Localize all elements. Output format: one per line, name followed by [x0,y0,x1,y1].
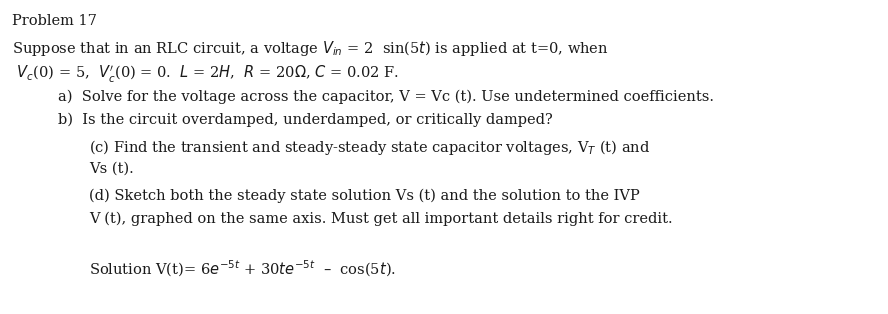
Text: b)  Is the circuit overdamped, underdamped, or critically damped?: b) Is the circuit overdamped, underdampe… [58,113,552,127]
Text: V (t), graphed on the same axis. Must get all important details right for credit: V (t), graphed on the same axis. Must ge… [89,212,672,226]
Text: Vs (t).: Vs (t). [89,162,133,176]
Text: a)  Solve for the voltage across the capacitor, V = Vc (t). Use undetermined coe: a) Solve for the voltage across the capa… [58,89,714,104]
Text: (c) Find the transient and steady-steady state capacitor voltages, V$_T$ (t) and: (c) Find the transient and steady-steady… [89,138,650,157]
Text: (d) Sketch both the steady state solution Vs (t) and the solution to the IVP: (d) Sketch both the steady state solutio… [89,188,639,203]
Text: Solution V(t)= 6$e^{-5t}$ + 30$te^{-5t}$  –  cos(5$t$).: Solution V(t)= 6$e^{-5t}$ + 30$te^{-5t}$… [89,259,396,279]
Text: $V_c$(0) = 5,  $V_c'$(0) = 0.  $L$ = 2$H$,  $R$ = 20$\Omega$, $C$ = 0.02 F.: $V_c$(0) = 5, $V_c'$(0) = 0. $L$ = 2$H$,… [12,64,399,85]
Text: Problem 17: Problem 17 [12,14,97,28]
Text: Suppose that in an RLC circuit, a voltage $V_{in}$ = 2  sin(5$t$) is applied at : Suppose that in an RLC circuit, a voltag… [12,39,608,58]
